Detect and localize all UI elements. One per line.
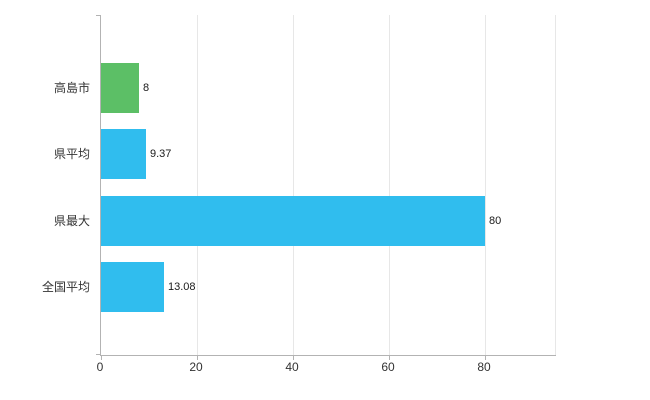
bar-value-label: 9.37 xyxy=(150,148,172,161)
bar-value-label: 80 xyxy=(489,214,502,227)
category-label: 全国平均 xyxy=(41,279,90,294)
bar-value-label: 13.08 xyxy=(168,280,196,293)
y-axis-bottom-tick xyxy=(96,354,100,355)
gridline xyxy=(485,15,486,355)
bar-value-label: 8 xyxy=(143,82,150,95)
x-tick-label: 20 xyxy=(189,360,203,374)
x-axis-tickmark xyxy=(293,356,294,360)
plot-area: 8 9.37 80 13.08 xyxy=(96,15,556,360)
gridline xyxy=(197,15,198,355)
category-label: 高島市 xyxy=(53,81,90,96)
x-axis-tickmark xyxy=(197,356,198,360)
category-label: 県最大 xyxy=(53,213,90,228)
bar xyxy=(101,129,146,180)
bar xyxy=(101,261,164,312)
x-axis-tickmark xyxy=(389,356,390,360)
x-axis-tickmark xyxy=(101,356,102,360)
x-axis-tickmark xyxy=(485,356,486,360)
bar xyxy=(101,63,139,114)
gridline xyxy=(389,15,390,355)
x-tick-label: 60 xyxy=(381,360,395,374)
category-label: 県平均 xyxy=(53,147,90,162)
bar xyxy=(101,195,485,246)
x-tick-label: 0 xyxy=(96,360,104,374)
y-axis-top-tick xyxy=(96,15,100,16)
x-tick-label: 40 xyxy=(285,360,299,374)
category-axis-labels: 高島市県平均県最大全国平均 xyxy=(0,15,92,355)
gridline xyxy=(293,15,294,355)
x-tick-label: 80 xyxy=(477,360,491,374)
gridline xyxy=(555,15,556,355)
